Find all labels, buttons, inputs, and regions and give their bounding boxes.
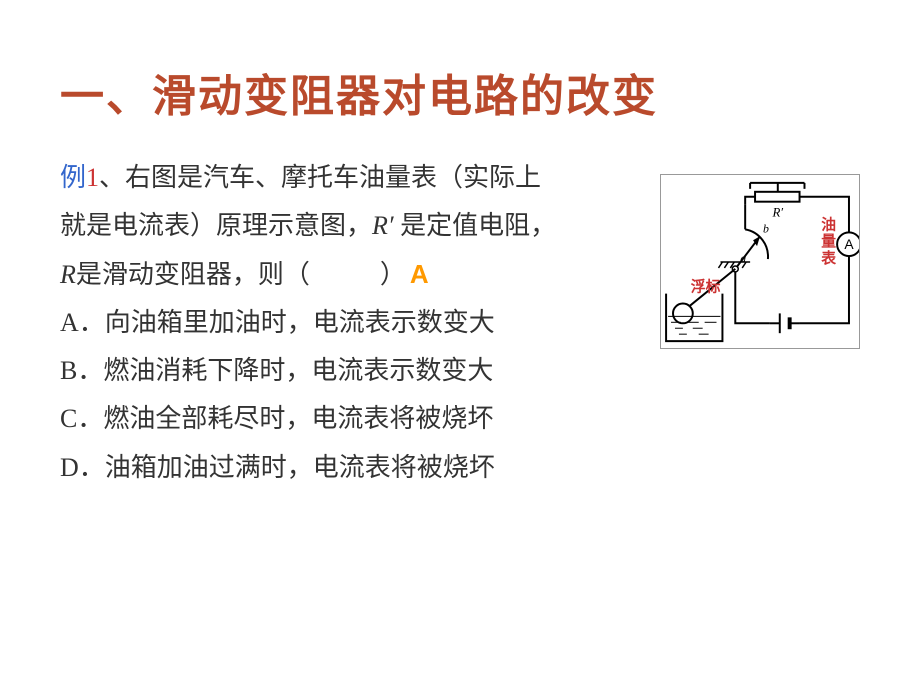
stem-l3b: ）	[380, 260, 406, 289]
answer-letter: A	[410, 259, 429, 289]
stem-line-3: R是滑动变阻器，则（ ）A	[60, 250, 650, 299]
r-prime-label: R′	[771, 206, 783, 220]
option-a: A．向油箱里加油时，电流表示数变大	[60, 299, 650, 347]
float-ball	[673, 304, 693, 324]
stem-line-1: 例1、右图是汽车、摩托车油量表（实际上	[60, 154, 650, 202]
r-prime-symbol: R′	[372, 211, 394, 240]
stem-line-2: 就是电流表）原理示意图，R′ 是定值电阻，	[60, 202, 650, 250]
stem-l1: 右图是汽车、摩托车油量表（实际上	[125, 163, 541, 192]
stem-l2b: 是定值电阻，	[394, 211, 557, 240]
option-c: C．燃油全部耗尽时，电流表将被烧坏	[60, 395, 650, 443]
option-d: D．油箱加油过满时，电流表将被烧坏	[60, 444, 650, 492]
rheostat: R′	[750, 183, 804, 220]
gauge-l1: 油	[821, 215, 836, 233]
circuit-diagram: R′ A 油 量 表	[660, 174, 860, 349]
content-row: 例1、右图是汽车、摩托车油量表（实际上 就是电流表）原理示意图，R′ 是定值电阻…	[60, 154, 860, 492]
example-label: 例	[60, 163, 86, 192]
float-label: 浮标	[691, 278, 721, 296]
stem-l3: 是滑动变阻器，则（	[76, 260, 310, 289]
gauge-l3: 表	[821, 249, 836, 267]
battery	[770, 313, 800, 333]
example-number: 1	[86, 163, 99, 192]
gauge-label: 油 量 表	[821, 215, 836, 267]
point-b-label: b	[763, 221, 769, 235]
example-sep: 、	[99, 163, 125, 192]
diagram-column: R′ A 油 量 表	[660, 174, 860, 349]
stem-l2a: 就是电流表）原理示意图，	[60, 211, 372, 240]
text-column: 例1、右图是汽车、摩托车油量表（实际上 就是电流表）原理示意图，R′ 是定值电阻…	[60, 154, 650, 492]
gauge-l2: 量	[821, 233, 836, 250]
section-title: 一、滑动变阻器对电路的改变	[60, 60, 860, 124]
ammeter: A	[837, 232, 859, 256]
r-symbol: R	[60, 260, 76, 289]
ammeter-letter: A	[844, 236, 854, 252]
slide: 一、滑动变阻器对电路的改变 例1、右图是汽车、摩托车油量表（实际上 就是电流表）…	[0, 0, 920, 690]
option-b: B．燃油消耗下降时，电流表示数变大	[60, 347, 650, 395]
circuit-svg: R′ A 油 量 表	[661, 175, 859, 348]
